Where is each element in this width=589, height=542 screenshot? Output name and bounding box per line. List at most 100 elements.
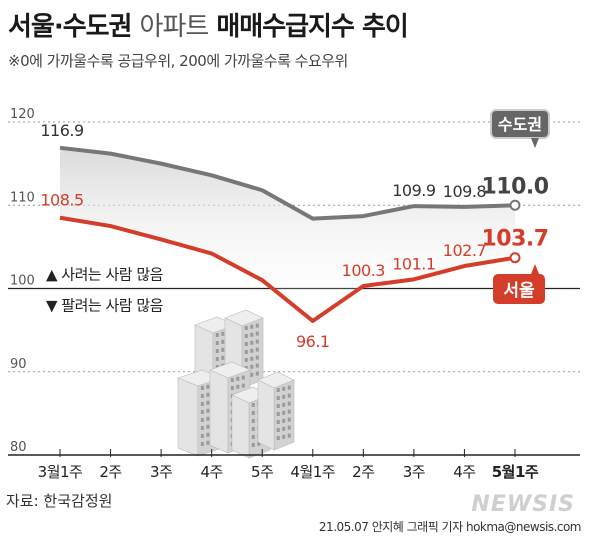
credit-author: 안지혜 그래픽 기자 (371, 520, 463, 534)
data-label-seoul: 100.3 (342, 261, 385, 280)
y-tick-label: 100 (10, 274, 35, 289)
building-window (206, 416, 210, 421)
building-window (230, 378, 234, 382)
building-window (200, 426, 204, 430)
building-window (230, 386, 234, 390)
building-window (251, 443, 255, 447)
data-label-seoul: 108.5 (40, 191, 83, 210)
building-window (244, 326, 248, 330)
x-tick-label: 3주 (403, 463, 425, 481)
series-badge-capital (490, 109, 550, 139)
building-window (221, 339, 225, 344)
building-window (287, 433, 291, 438)
series-name-capital: 수도권 (498, 115, 542, 134)
x-tick-label: 3월1주 (38, 463, 83, 481)
building-window (282, 402, 286, 407)
building-window (287, 409, 291, 414)
apartment-buildings-illustration (177, 309, 295, 459)
building-window (244, 342, 248, 346)
building-window (250, 356, 254, 361)
source-note: 자료: 한국감정원 (6, 492, 113, 510)
series-line-0 (59, 145, 516, 221)
building-window (236, 376, 240, 381)
building-window (200, 442, 204, 446)
x-tick-label: 2주 (352, 463, 374, 481)
building-window (244, 350, 248, 354)
building-window (221, 355, 225, 360)
building-window (250, 372, 254, 377)
series-end-point-1 (509, 252, 521, 264)
building-window (206, 400, 210, 405)
credit-date: 21.05.07 (318, 520, 369, 534)
capital-area-fill (60, 147, 515, 321)
legend-up-text: ▲ 사려는 사람 많음 (46, 266, 163, 284)
x-tick-label: 4월1주 (290, 463, 335, 481)
data-label-capital: 116.9 (40, 121, 84, 140)
data-label-capital: 109.8 (443, 182, 487, 201)
building-window (251, 427, 255, 431)
building-window (244, 366, 248, 370)
title-type: 아파트 (139, 12, 210, 42)
y-tick-label: 110 (10, 190, 35, 205)
building-window (200, 410, 204, 414)
chart-title: 서울·수도권 아파트 매매수급지수 추이 (8, 6, 409, 43)
credit-email: hokma@newsis.com (465, 520, 582, 534)
building-window (200, 418, 204, 422)
data-label-seoul: 103.7 (481, 227, 548, 252)
building-window (276, 420, 280, 424)
y-tick-label: 90 (10, 357, 27, 372)
building-window (282, 418, 286, 423)
building-window (282, 410, 286, 415)
building-window (287, 385, 291, 390)
building-window (215, 341, 219, 345)
y-tick-label: 120 (10, 107, 35, 122)
y-tick-label: 80 (10, 440, 27, 455)
building-window (206, 440, 210, 445)
series-badge-pointer (531, 138, 539, 148)
building-window (200, 434, 204, 438)
building-window (255, 355, 259, 360)
title-region: 서울·수도권 (8, 12, 132, 42)
building-left-face (209, 369, 229, 454)
building-window (282, 426, 286, 431)
series-line-1 (59, 215, 516, 323)
building-window (276, 436, 280, 440)
chart-subtitle: ※0에 가까울수록 공급우위, 200에 가까울수록 수요우위 (8, 52, 348, 70)
data-label-seoul: 102.7 (443, 241, 486, 260)
building-window (287, 425, 291, 430)
building-window (200, 386, 204, 390)
series-badge-seoul (493, 274, 545, 304)
building-window (255, 331, 259, 336)
building-window (244, 358, 248, 362)
building-window (255, 339, 259, 344)
data-label-seoul: 101.1 (392, 254, 435, 273)
building-window (221, 347, 225, 352)
x-tick-label: 4주 (453, 463, 475, 481)
building-window (241, 383, 245, 388)
building-window (241, 375, 245, 380)
x-tick-label: 3주 (150, 463, 172, 481)
building-window (251, 419, 255, 423)
building-window (255, 347, 259, 352)
building-window (206, 392, 210, 397)
building-window (200, 394, 204, 398)
building-window (282, 434, 286, 439)
building-window (215, 333, 219, 337)
building-window (250, 348, 254, 353)
building-window (287, 393, 291, 398)
building-window (251, 403, 255, 407)
series-badge-pointer (531, 264, 539, 274)
building-window (250, 340, 254, 345)
data-label-seoul: 96.1 (296, 332, 330, 351)
building-window (251, 435, 255, 439)
building-window (244, 334, 248, 338)
building-window (287, 417, 291, 422)
building-window (206, 408, 210, 413)
building-window (287, 401, 291, 406)
x-tick-label: 4주 (200, 463, 222, 481)
building-window (206, 432, 210, 437)
building-window (250, 332, 254, 337)
building-window (282, 386, 286, 391)
building-window (250, 324, 254, 329)
